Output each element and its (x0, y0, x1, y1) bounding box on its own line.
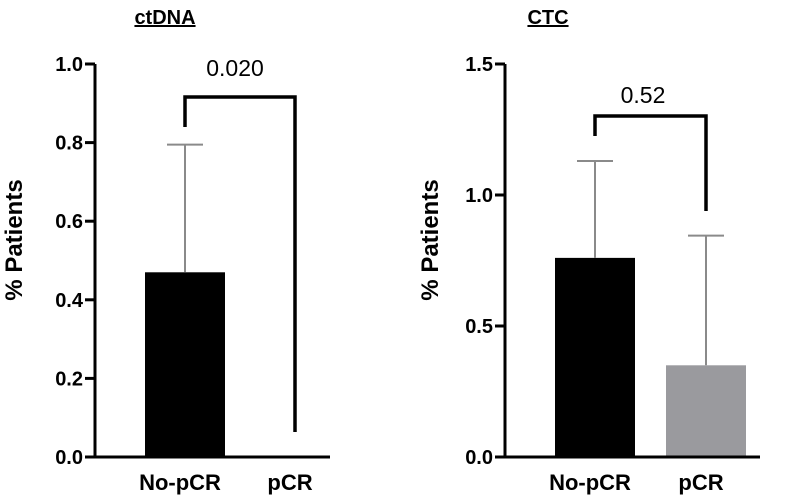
bar-pcr (666, 365, 746, 457)
y-tick-label: 1.0 (465, 185, 493, 207)
chart-title: ctDNA (134, 7, 195, 29)
bar-no-pcr (555, 257, 635, 457)
category-label: No-pCR (139, 470, 221, 495)
chart-title: CTC (527, 7, 568, 29)
y-tick-label: 0.5 (465, 316, 493, 338)
y-tick-label: 0.8 (55, 133, 83, 155)
ctdna-panel: ctDNA % Patients 0.0 0.2 0.4 0.6 0.8 1.0 No-pCR p… (1, 7, 330, 495)
y-axis-label: % Patients (417, 179, 444, 300)
y-axis-label: % Patients (1, 179, 28, 300)
significance-bracket (183, 95, 297, 432)
significance-bracket (593, 114, 708, 211)
bar-no-pcr (145, 272, 225, 457)
p-value-label: 0.020 (206, 55, 264, 81)
y-tick-label: 0.0 (55, 447, 83, 469)
y-tick-label: 1.5 (465, 54, 493, 76)
y-tick-label: 0.2 (55, 368, 83, 390)
ctc-panel: CTC % Patients 0.0 0.5 1.0 1.5 No-pCR pCR 0.52 (417, 7, 760, 495)
y-tick-label: 0.4 (55, 290, 84, 312)
p-value-label: 0.52 (621, 82, 666, 108)
y-tick-label: 1.0 (55, 54, 83, 76)
y-tick-label: 0.6 (55, 211, 83, 233)
category-label: No-pCR (549, 470, 631, 495)
y-tick-label: 0.0 (465, 447, 493, 469)
category-label: pCR (267, 470, 312, 495)
category-label: pCR (678, 470, 723, 495)
